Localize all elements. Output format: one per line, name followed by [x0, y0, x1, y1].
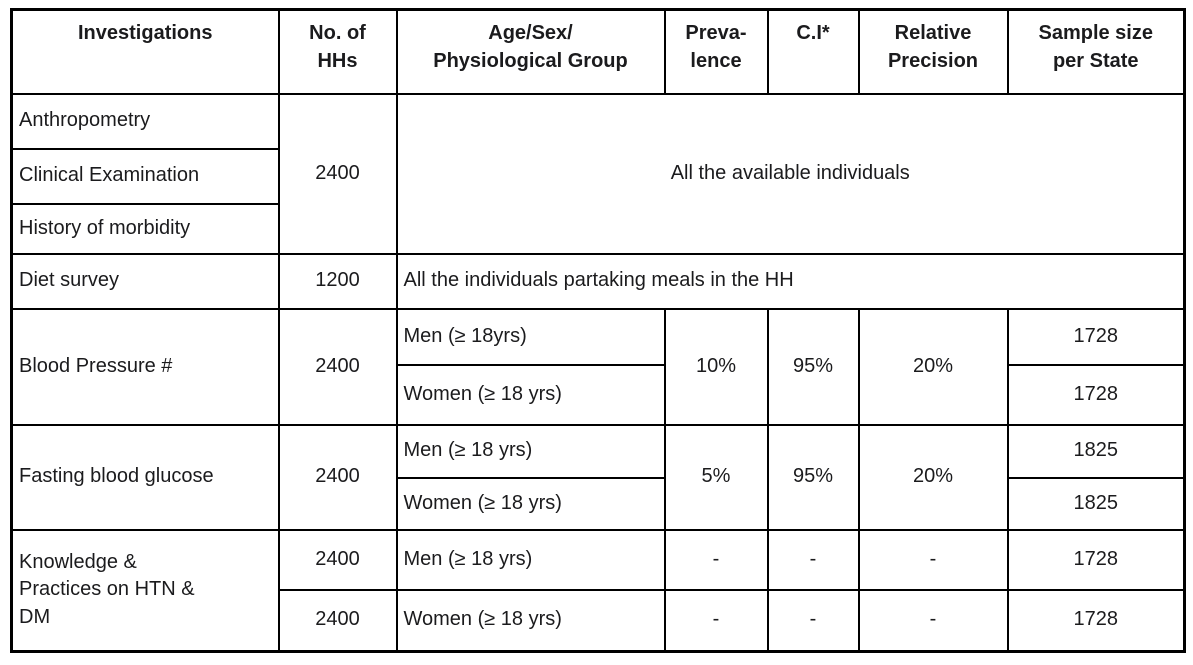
cell-investigation-diet-survey: Diet survey: [10, 252, 280, 310]
cell-investigation-anthropometry: Anthropometry: [10, 92, 280, 150]
cell-prevalence-knowledge-practices-men: -: [663, 528, 769, 591]
cell-ci-fasting-blood-glucose: 95%: [766, 423, 860, 531]
row-clinical-examination: Clinical Examination: [10, 147, 1185, 205]
header-investigations: Investigations: [10, 8, 280, 95]
cell-prevalence-knowledge-practices-women: -: [663, 588, 769, 653]
row-history-of-morbidity: History of morbidity: [10, 202, 1185, 255]
row-fasting-blood-glucose-women: Women (≥ 18 yrs) 1825: [12, 476, 1186, 531]
cell-hhs-knowledge-practices-men: 2400: [277, 528, 398, 591]
cell-sample-size-knowledge-practices-men: 1728: [1006, 528, 1186, 591]
header-relative-precision: Relative Precision: [857, 8, 1009, 95]
cell-ci-knowledge-practices-women: -: [766, 588, 860, 653]
cell-ci-blood-pressure: 95%: [766, 307, 860, 426]
header-ci: C.I*: [766, 8, 860, 95]
cell-hhs-knowledge-practices-women: 2400: [277, 588, 398, 653]
cell-hhs-blood-pressure: 2400: [277, 307, 398, 426]
cell-sample-size-blood-pressure-men: 1728: [1006, 307, 1186, 366]
cell-group-blood-pressure-men: Men (≥ 18yrs): [395, 307, 666, 366]
cell-sample-size-knowledge-practices-women: 1728: [1006, 588, 1186, 653]
header-prevalence: Preva- lence: [663, 8, 769, 95]
cell-hhs-anthro-group: 2400: [277, 92, 398, 255]
header-sample-size: Sample size per State: [1006, 8, 1186, 95]
header-no-of-hhs: No. of HHs: [277, 8, 398, 95]
cell-relative-precision-knowledge-practices-men: -: [857, 528, 1009, 591]
cell-relative-precision-knowledge-practices-women: -: [857, 588, 1009, 653]
header-row: Investigations No. of HHs Age/Sex/ Physi…: [10, 8, 1186, 95]
cell-coverage-anthro-group: All the available individuals: [395, 92, 1186, 255]
cell-group-fasting-blood-glucose-men: Men (≥ 18 yrs): [395, 423, 666, 479]
row-blood-pressure-women: Women (≥ 18 yrs) 1728: [12, 363, 1186, 426]
cell-group-blood-pressure-women: Women (≥ 18 yrs): [395, 363, 666, 426]
cell-investigation-fasting-blood-glucose: Fasting blood glucose: [10, 423, 280, 531]
row-knowledge-practices-women: 2400 Women (≥ 18 yrs) - - - 1728: [12, 588, 1186, 653]
cell-group-knowledge-practices-men: Men (≥ 18 yrs): [395, 528, 666, 591]
sampling-design-table: Investigations No. of HHs Age/Sex/ Physi…: [10, 8, 1186, 653]
cell-group-knowledge-practices-women: Women (≥ 18 yrs): [395, 588, 666, 653]
cell-ci-knowledge-practices-men: -: [766, 528, 860, 591]
row-fasting-blood-glucose-men: Fasting blood glucose 2400 Men (≥ 18 yrs…: [10, 423, 1186, 531]
row-diet-survey: Diet survey 1200 All the individuals par…: [10, 252, 1186, 310]
cell-group-fasting-blood-glucose-women: Women (≥ 18 yrs): [395, 476, 666, 531]
cell-sample-size-fasting-blood-glucose-women: 1825: [1006, 476, 1186, 531]
row-anthropometry: Anthropometry 2400 All the available ind…: [10, 92, 1186, 255]
cell-sample-size-blood-pressure-women: 1728: [1006, 363, 1186, 426]
cell-hhs-fasting-blood-glucose: 2400: [277, 423, 398, 531]
cell-investigation-knowledge-practices: Knowledge & Practices on HTN & DM: [10, 528, 280, 653]
row-blood-pressure-men: Blood Pressure # 2400 Men (≥ 18yrs) 10% …: [10, 307, 1186, 426]
cell-prevalence-blood-pressure: 10%: [663, 307, 769, 426]
cell-investigation-blood-pressure: Blood Pressure #: [10, 307, 280, 426]
cell-relative-precision-fasting-blood-glucose: 20%: [857, 423, 1009, 531]
cell-prevalence-fasting-blood-glucose: 5%: [663, 423, 769, 531]
cell-relative-precision-blood-pressure: 20%: [857, 307, 1009, 426]
cell-investigation-clinical-examination: Clinical Examination: [10, 147, 280, 205]
cell-investigation-history-of-morbidity: History of morbidity: [10, 202, 280, 255]
cell-sample-size-fasting-blood-glucose-men: 1825: [1006, 423, 1186, 479]
cell-hhs-diet-survey: 1200: [277, 252, 398, 310]
row-knowledge-practices-men: Knowledge & Practices on HTN & DM 2400 M…: [10, 528, 1186, 653]
cell-coverage-diet-survey: All the individuals partaking meals in t…: [395, 252, 1186, 310]
header-age-sex-group: Age/Sex/ Physiological Group: [395, 8, 666, 95]
